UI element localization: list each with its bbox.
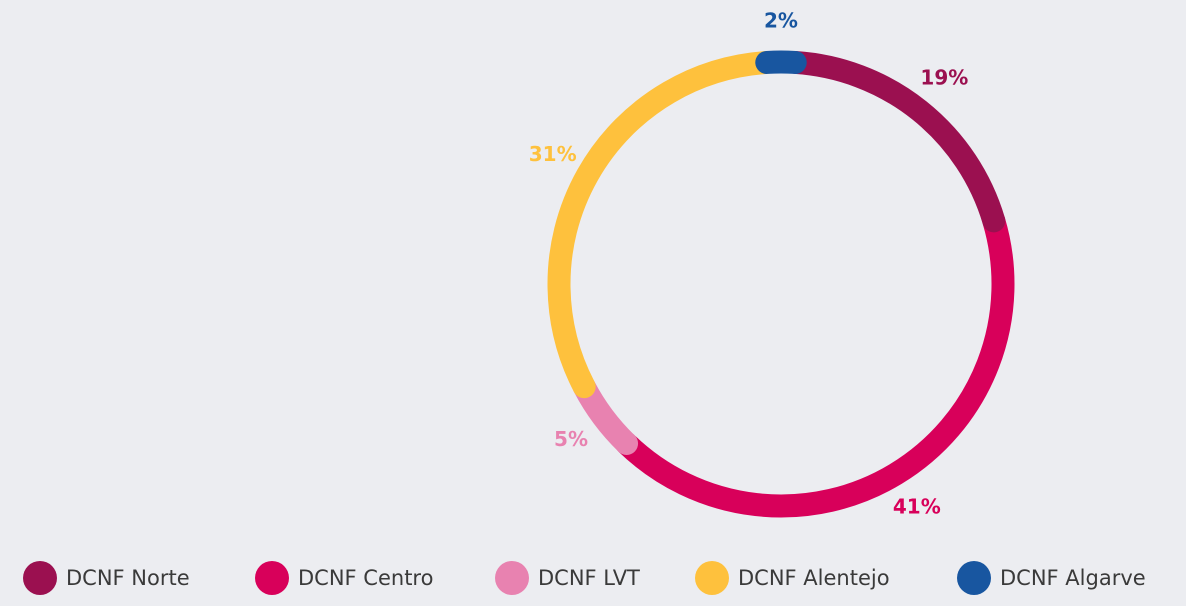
legend-swatch (957, 561, 991, 595)
legend-label: DCNF Alentejo (738, 566, 890, 590)
legend-label: DCNF Algarve (1000, 566, 1146, 590)
legend-swatch (23, 561, 57, 595)
donut-segment (547, 50, 779, 399)
donut-segment (783, 50, 1006, 233)
legend-label: DCNF LVT (538, 566, 640, 590)
legend-swatch (495, 561, 529, 595)
legend-label: DCNF Centro (298, 566, 433, 590)
donut-segment (615, 209, 1015, 518)
legend-label: DCNF Norte (66, 566, 190, 590)
data-label: 31% (529, 142, 577, 166)
data-label: 41% (893, 495, 941, 519)
legend-swatch (695, 561, 729, 595)
data-label: 19% (920, 66, 968, 90)
legend-swatch (255, 561, 289, 595)
data-label: 2% (764, 9, 798, 33)
data-label: 5% (554, 427, 588, 451)
